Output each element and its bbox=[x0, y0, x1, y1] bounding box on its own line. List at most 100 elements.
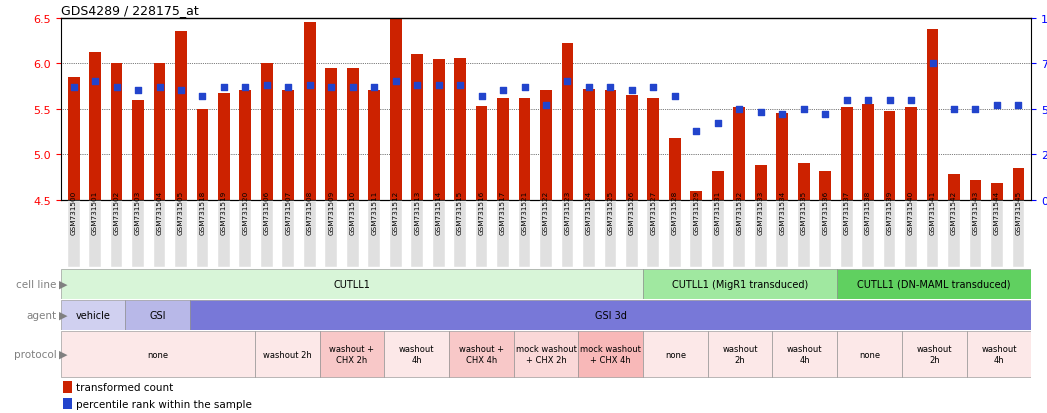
FancyBboxPatch shape bbox=[111, 202, 122, 267]
Text: GSM731500: GSM731500 bbox=[70, 190, 76, 234]
Bar bbox=[992, 184, 1003, 200]
FancyBboxPatch shape bbox=[966, 331, 1031, 377]
FancyBboxPatch shape bbox=[89, 202, 101, 267]
FancyBboxPatch shape bbox=[690, 202, 703, 267]
Point bbox=[430, 83, 447, 89]
FancyBboxPatch shape bbox=[61, 300, 126, 330]
Bar bbox=[218, 94, 230, 200]
Text: cell line: cell line bbox=[17, 279, 57, 289]
Text: washout +
CHX 2h: washout + CHX 2h bbox=[330, 344, 375, 364]
FancyBboxPatch shape bbox=[240, 202, 251, 267]
Bar bbox=[304, 23, 316, 200]
FancyBboxPatch shape bbox=[319, 331, 384, 377]
Bar bbox=[283, 91, 294, 200]
Point bbox=[753, 110, 770, 116]
Point bbox=[451, 83, 468, 89]
FancyBboxPatch shape bbox=[647, 202, 660, 267]
Point bbox=[108, 84, 125, 91]
Bar bbox=[197, 109, 208, 200]
FancyBboxPatch shape bbox=[841, 202, 852, 267]
FancyBboxPatch shape bbox=[304, 202, 316, 267]
Point bbox=[667, 93, 684, 100]
FancyBboxPatch shape bbox=[68, 202, 80, 267]
Bar bbox=[68, 78, 80, 200]
Text: GSM731513: GSM731513 bbox=[415, 190, 420, 234]
Text: GSM731504: GSM731504 bbox=[156, 190, 162, 234]
Text: washout
4h: washout 4h bbox=[787, 344, 823, 364]
Point bbox=[817, 112, 833, 118]
Point bbox=[516, 84, 533, 91]
Point bbox=[408, 83, 425, 89]
FancyBboxPatch shape bbox=[578, 331, 643, 377]
Bar bbox=[647, 99, 660, 200]
FancyBboxPatch shape bbox=[906, 202, 917, 267]
Text: GSM731535: GSM731535 bbox=[801, 190, 806, 234]
Point bbox=[473, 93, 490, 100]
Text: GSM731544: GSM731544 bbox=[994, 190, 1000, 234]
Bar bbox=[175, 32, 186, 200]
FancyBboxPatch shape bbox=[454, 202, 466, 267]
FancyBboxPatch shape bbox=[369, 202, 380, 267]
FancyBboxPatch shape bbox=[191, 300, 1031, 330]
Bar bbox=[518, 99, 531, 200]
Point bbox=[237, 84, 253, 91]
FancyBboxPatch shape bbox=[347, 202, 359, 267]
FancyBboxPatch shape bbox=[540, 202, 552, 267]
Text: GSM731505: GSM731505 bbox=[178, 190, 184, 234]
Text: ▶: ▶ bbox=[59, 310, 67, 320]
Bar bbox=[798, 164, 809, 200]
Bar bbox=[906, 108, 917, 200]
FancyBboxPatch shape bbox=[733, 202, 745, 267]
FancyBboxPatch shape bbox=[927, 202, 938, 267]
Text: GSM731503: GSM731503 bbox=[135, 190, 141, 234]
Text: GSM731529: GSM731529 bbox=[693, 190, 699, 234]
Text: GSM731501: GSM731501 bbox=[92, 190, 98, 234]
FancyBboxPatch shape bbox=[773, 331, 838, 377]
FancyBboxPatch shape bbox=[197, 202, 208, 267]
Point bbox=[365, 84, 382, 91]
Bar bbox=[626, 96, 638, 200]
Text: washout
2h: washout 2h bbox=[722, 344, 758, 364]
Point bbox=[882, 97, 898, 104]
Text: GSM731519: GSM731519 bbox=[221, 190, 227, 234]
Bar bbox=[389, 14, 402, 200]
Bar bbox=[949, 175, 960, 200]
Point bbox=[216, 84, 232, 91]
Bar bbox=[862, 105, 874, 200]
Text: GSI: GSI bbox=[150, 310, 166, 320]
Text: mock washout
+ CHX 2h: mock washout + CHX 2h bbox=[515, 344, 577, 364]
FancyBboxPatch shape bbox=[669, 202, 681, 267]
Point bbox=[494, 88, 511, 95]
Text: GSM731516: GSM731516 bbox=[478, 190, 485, 234]
Point bbox=[302, 83, 318, 89]
Bar bbox=[63, 382, 72, 393]
Bar bbox=[63, 398, 72, 410]
FancyBboxPatch shape bbox=[326, 202, 337, 267]
FancyBboxPatch shape bbox=[514, 331, 578, 377]
FancyBboxPatch shape bbox=[755, 202, 766, 267]
FancyBboxPatch shape bbox=[901, 331, 966, 377]
FancyBboxPatch shape bbox=[712, 202, 723, 267]
Text: CUTLL1: CUTLL1 bbox=[333, 279, 371, 289]
Bar bbox=[583, 90, 595, 200]
Text: GSM731510: GSM731510 bbox=[350, 190, 356, 234]
Text: none: none bbox=[148, 350, 169, 358]
Text: GSM731528: GSM731528 bbox=[672, 190, 677, 234]
Text: GSM731532: GSM731532 bbox=[736, 190, 742, 234]
FancyBboxPatch shape bbox=[154, 202, 165, 267]
Point bbox=[796, 106, 812, 113]
FancyBboxPatch shape bbox=[61, 331, 254, 377]
FancyBboxPatch shape bbox=[132, 202, 143, 267]
Text: mock washout
+ CHX 4h: mock washout + CHX 4h bbox=[580, 344, 641, 364]
Point bbox=[151, 84, 168, 91]
Bar bbox=[884, 111, 895, 200]
FancyBboxPatch shape bbox=[449, 331, 514, 377]
FancyBboxPatch shape bbox=[497, 202, 509, 267]
Text: washout +
CHX 4h: washout + CHX 4h bbox=[459, 344, 504, 364]
FancyBboxPatch shape bbox=[254, 331, 319, 377]
FancyBboxPatch shape bbox=[175, 202, 186, 267]
Bar bbox=[240, 91, 251, 200]
Text: GDS4289 / 228175_at: GDS4289 / 228175_at bbox=[61, 5, 199, 17]
Bar bbox=[111, 64, 122, 200]
Text: GSM731514: GSM731514 bbox=[436, 190, 442, 234]
